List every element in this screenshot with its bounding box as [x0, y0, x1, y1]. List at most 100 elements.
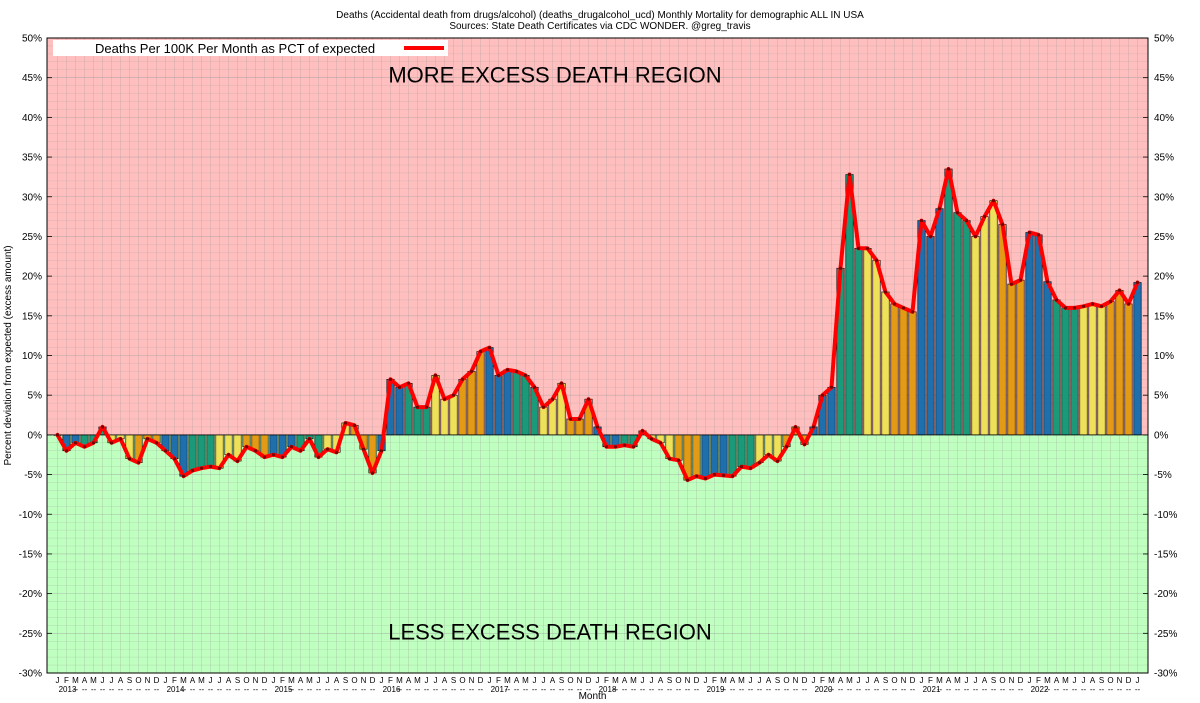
x-tick-label-month: M	[954, 676, 961, 685]
y-tick-label-right: -5%	[1154, 470, 1172, 481]
data-point	[406, 381, 411, 385]
x-axis-label: Month	[579, 691, 607, 702]
data-point	[649, 437, 654, 441]
x-tick-label-year-separator: --	[397, 685, 403, 694]
x-tick-label-year-separator: --	[622, 685, 628, 694]
x-tick-label-year-separator: --	[505, 685, 511, 694]
x-tick-label-month: O	[675, 676, 681, 685]
x-tick-label-year-separator: --	[955, 685, 961, 694]
x-tick-label-year-separator: --	[442, 685, 448, 694]
x-tick-label-month: D	[802, 676, 808, 685]
data-point	[280, 455, 285, 459]
y-tick-label-left: 35%	[22, 153, 42, 164]
bar	[737, 434, 746, 467]
x-tick-label-year: 2020	[815, 685, 833, 694]
x-tick-label-year-separator: --	[190, 685, 196, 694]
x-tick-label-month: J	[209, 676, 213, 685]
y-axis-label: Percent deviation from expected (excess …	[3, 245, 14, 465]
bar	[449, 394, 458, 436]
x-tick-label-year-separator: --	[298, 685, 304, 694]
x-tick-label-year-separator: --	[793, 685, 799, 694]
x-tick-label-year-separator: --	[568, 685, 574, 694]
y-tick-label-right: 5%	[1154, 391, 1169, 402]
grid	[47, 37, 1148, 674]
x-tick-label-month: A	[118, 676, 124, 685]
y-tick-label-left: 10%	[22, 351, 42, 362]
y-tick-label-right: -25%	[1154, 629, 1177, 640]
data-point	[811, 425, 816, 429]
x-tick-label-month: A	[1090, 676, 1096, 685]
bar	[971, 236, 980, 436]
x-tick-label-month: J	[857, 676, 861, 685]
x-tick-label-year-separator: --	[460, 685, 466, 694]
data-point	[523, 373, 528, 377]
x-tick-label-month: O	[459, 676, 465, 685]
x-tick-label-month: M	[396, 676, 403, 685]
data-point	[118, 437, 123, 441]
x-tick-label-year-separator: --	[1072, 685, 1078, 694]
y-tick-label-left: 5%	[28, 391, 43, 402]
data-point	[145, 437, 150, 441]
x-tick-label-year-separator: --	[874, 685, 880, 694]
bar	[566, 418, 575, 436]
data-point	[1000, 222, 1005, 227]
x-tick-label-year-separator: --	[91, 685, 97, 694]
data-point	[865, 246, 870, 250]
bar	[1007, 283, 1016, 436]
bar	[899, 307, 908, 436]
y-tick-label-left: -20%	[19, 589, 42, 600]
bar	[1034, 234, 1043, 436]
x-tick-label-month: A	[874, 676, 880, 685]
bar	[1061, 307, 1070, 436]
data-point	[307, 437, 312, 441]
x-tick-label-year-separator: --	[1063, 685, 1069, 694]
bar	[1079, 305, 1088, 436]
x-tick-label-year-separator: --	[262, 685, 268, 694]
data-point	[343, 421, 348, 425]
data-point	[226, 453, 231, 457]
bar	[1070, 307, 1079, 436]
x-tick-label-year-separator: --	[964, 685, 970, 694]
x-tick-label-month: J	[974, 676, 978, 685]
x-tick-label-month: A	[514, 676, 520, 685]
x-tick-label-month: M	[90, 676, 97, 685]
data-point	[757, 461, 762, 465]
data-point	[136, 461, 141, 465]
x-tick-label-month: O	[567, 676, 573, 685]
data-point	[1117, 288, 1122, 293]
bar	[197, 434, 206, 469]
data-point	[901, 306, 906, 310]
data-point	[1099, 304, 1104, 308]
x-tick-label-month: J	[596, 676, 600, 685]
x-tick-label-year-separator: --	[514, 685, 520, 694]
legend: Deaths Per 100K Per Month as PCT of expe…	[53, 40, 448, 56]
x-tick-label-month: J	[1073, 676, 1077, 685]
x-tick-label-year-separator: --	[451, 685, 457, 694]
bar	[935, 208, 944, 436]
x-tick-label-month: O	[243, 676, 249, 685]
data-point	[163, 449, 168, 453]
bar	[980, 216, 989, 436]
data-point	[316, 455, 321, 459]
x-tick-label-month: N	[793, 676, 799, 685]
data-point	[910, 310, 915, 314]
x-tick-label-month: A	[946, 676, 952, 685]
x-tick-label-month: J	[1136, 676, 1140, 685]
data-point	[424, 405, 429, 409]
x-tick-label-year-separator: --	[748, 685, 754, 694]
x-tick-label-month: A	[550, 676, 556, 685]
data-point	[289, 445, 294, 449]
x-tick-label-year-separator: --	[667, 685, 673, 694]
x-tick-label-month: M	[630, 676, 637, 685]
data-point	[532, 385, 537, 389]
bar	[575, 418, 584, 436]
data-point	[541, 405, 546, 409]
bar	[1115, 290, 1124, 436]
x-tick-label-year-separator: --	[784, 685, 790, 694]
x-tick-label-month: J	[488, 676, 492, 685]
x-tick-label-month: J	[317, 676, 321, 685]
data-point	[622, 443, 627, 447]
excess-line-series	[55, 167, 1140, 483]
bar	[1133, 282, 1142, 436]
y-tick-label-left: -15%	[19, 549, 42, 560]
